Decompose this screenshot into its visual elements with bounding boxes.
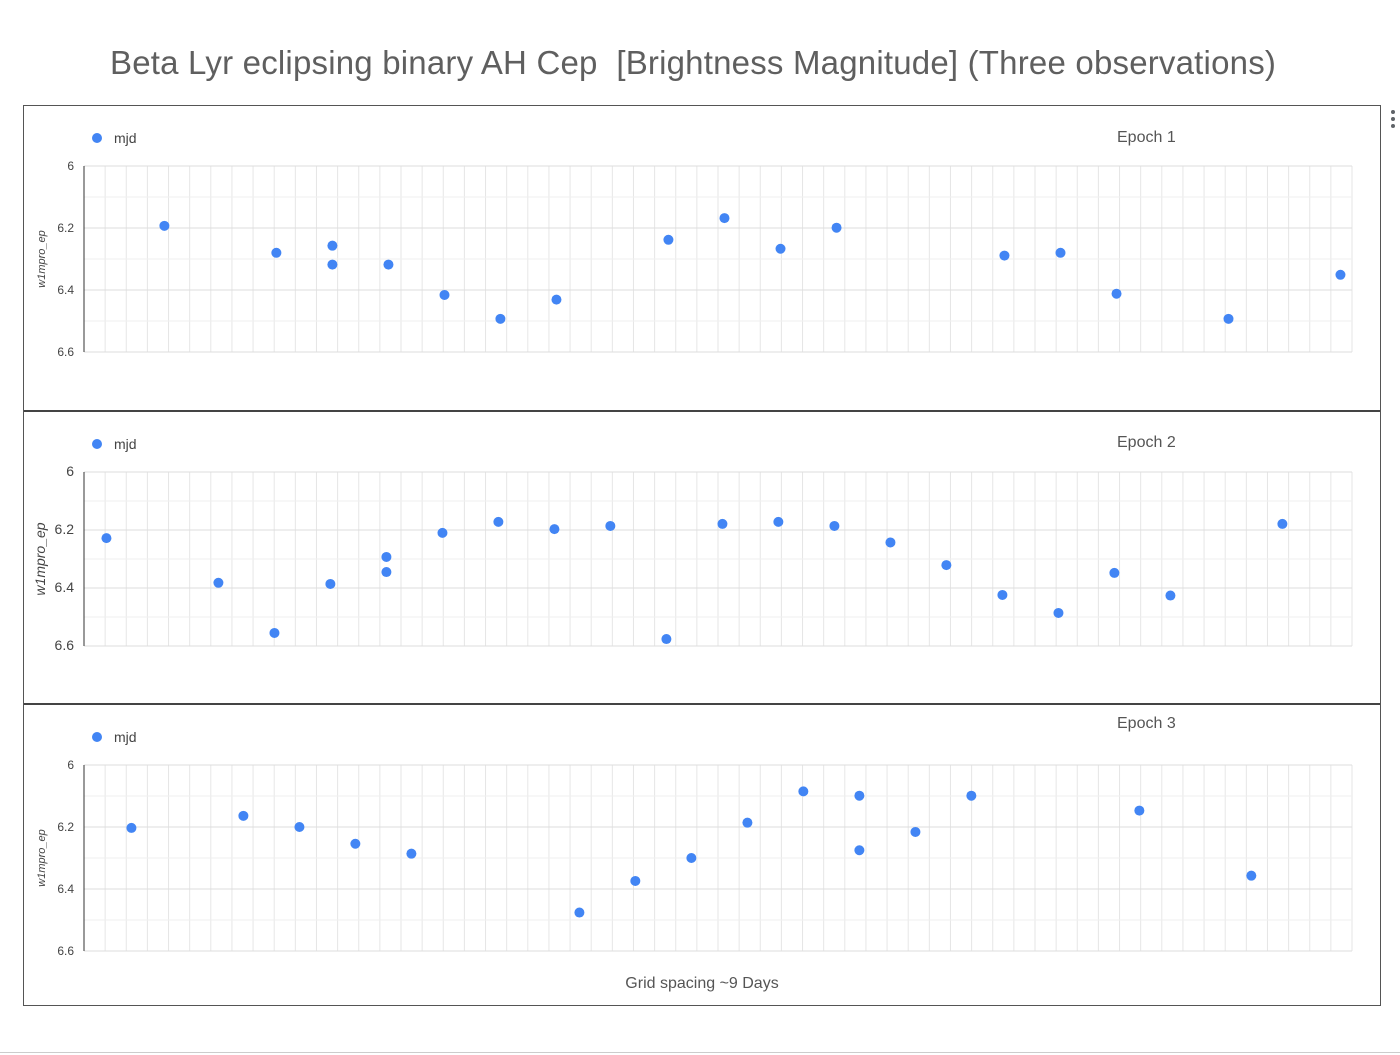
data-point[interactable]	[327, 259, 338, 270]
data-point[interactable]	[406, 848, 417, 859]
legend: mjd	[92, 130, 137, 146]
data-point[interactable]	[159, 220, 170, 231]
legend-marker	[92, 133, 102, 143]
data-point[interactable]	[717, 518, 728, 529]
data-point[interactable]	[439, 289, 450, 300]
data-point[interactable]	[327, 240, 338, 251]
data-point[interactable]	[1055, 247, 1066, 258]
y-tick-label: 6	[66, 463, 74, 479]
legend-label: mjd	[114, 130, 137, 146]
data-point[interactable]	[269, 627, 280, 638]
data-point[interactable]	[966, 790, 977, 801]
data-point[interactable]	[941, 560, 952, 571]
data-point[interactable]	[437, 527, 448, 538]
y-axis-label: w1mpro_ep	[36, 829, 48, 886]
data-point[interactable]	[1246, 870, 1257, 881]
data-point[interactable]	[885, 537, 896, 548]
y-tick-label: 6.4	[57, 882, 74, 896]
legend-label: mjd	[114, 729, 137, 745]
data-point[interactable]	[829, 520, 840, 531]
epoch-3-plot: 6 6.2 6.4 6.6 w1mpro_ep	[36, 758, 1353, 958]
data-point[interactable]	[742, 817, 753, 828]
more-vert-icon[interactable]	[1388, 110, 1398, 132]
data-point[interactable]	[126, 822, 137, 833]
epoch-3-panel: 6 6.2 6.4 6.6 w1mpro_ep mjd Epoch 3 Grid spa…	[24, 703, 1380, 1007]
legend: mjd	[92, 436, 137, 452]
legend-marker	[92, 732, 102, 742]
legend: mjd	[92, 729, 137, 745]
y-tick-label: 6.2	[57, 820, 74, 834]
data-point[interactable]	[999, 250, 1010, 261]
data-point[interactable]	[493, 516, 504, 527]
data-point[interactable]	[605, 520, 616, 531]
page-title: Beta Lyr eclipsing binary AH Cep [Bright…	[110, 44, 1277, 81]
data-point[interactable]	[1335, 269, 1346, 280]
data-point[interactable]	[1277, 518, 1288, 529]
legend-marker	[92, 439, 102, 449]
data-point[interactable]	[1109, 567, 1120, 578]
data-point[interactable]	[798, 786, 809, 797]
epoch-label: Epoch 2	[1117, 434, 1176, 451]
y-tick-label: 6.6	[55, 637, 75, 653]
y-tick-label: 6	[67, 758, 74, 772]
y-tick-label: 6.2	[57, 221, 74, 235]
data-point[interactable]	[773, 516, 784, 527]
data-point[interactable]	[997, 589, 1008, 600]
data-point[interactable]	[294, 822, 305, 832]
epoch-label: Epoch 1	[1117, 129, 1176, 146]
data-point[interactable]	[381, 567, 392, 578]
y-axis-label: w1mpro_ep	[36, 230, 48, 287]
epoch-label: Epoch 3	[1117, 715, 1176, 732]
data-point[interactable]	[325, 578, 336, 589]
data-point[interactable]	[271, 247, 282, 258]
grid-spacing-note: Grid spacing ~9 Days	[625, 975, 779, 992]
data-point[interactable]	[854, 790, 865, 801]
y-tick-label: 6	[67, 159, 74, 173]
data-point[interactable]	[574, 907, 585, 918]
y-tick-label: 6.6	[57, 345, 74, 359]
data-point[interactable]	[854, 845, 865, 856]
y-tick-label: 6.2	[55, 521, 75, 537]
data-point[interactable]	[831, 222, 842, 233]
data-point[interactable]	[381, 551, 392, 562]
data-point[interactable]	[663, 234, 674, 245]
divider	[0, 1052, 1400, 1053]
chart-container: 6 6.2 6.4 6.6 w1mpro_ep mjd Epoch 1 6 6.2 6.4 6…	[23, 105, 1381, 1006]
data-point[interactable]	[101, 533, 112, 544]
epoch-2-plot: 6 6.2 6.4 6.6 w1mpro_ep	[32, 463, 1353, 653]
data-point[interactable]	[383, 259, 394, 270]
data-point[interactable]	[775, 243, 786, 254]
data-point[interactable]	[1134, 805, 1145, 816]
data-point[interactable]	[1053, 607, 1064, 618]
data-point[interactable]	[551, 294, 562, 305]
data-point[interactable]	[495, 313, 506, 324]
epoch-1-panel: 6 6.2 6.4 6.6 w1mpro_ep mjd Epoch 1	[24, 106, 1380, 409]
data-point[interactable]	[238, 810, 249, 821]
data-point[interactable]	[661, 634, 672, 645]
y-tick-label: 6.4	[57, 283, 74, 297]
data-point[interactable]	[910, 826, 921, 837]
data-point[interactable]	[549, 524, 560, 535]
epoch-2-panel: 6 6.2 6.4 6.6 w1mpro_ep mjd Epoch 2	[24, 410, 1380, 704]
epoch-1-plot: 6 6.2 6.4 6.6 w1mpro_ep	[36, 159, 1353, 359]
data-point[interactable]	[1111, 288, 1122, 299]
data-point[interactable]	[686, 853, 697, 863]
data-point[interactable]	[213, 577, 224, 588]
y-tick-label: 6.4	[55, 579, 75, 595]
data-point[interactable]	[1223, 313, 1234, 324]
y-axis-label: w1mpro_ep	[32, 522, 48, 595]
data-point[interactable]	[350, 838, 361, 849]
data-point[interactable]	[719, 213, 730, 224]
legend-label: mjd	[114, 436, 137, 452]
y-tick-label: 6.6	[57, 944, 74, 958]
data-point[interactable]	[1165, 590, 1176, 601]
data-point[interactable]	[630, 875, 641, 886]
